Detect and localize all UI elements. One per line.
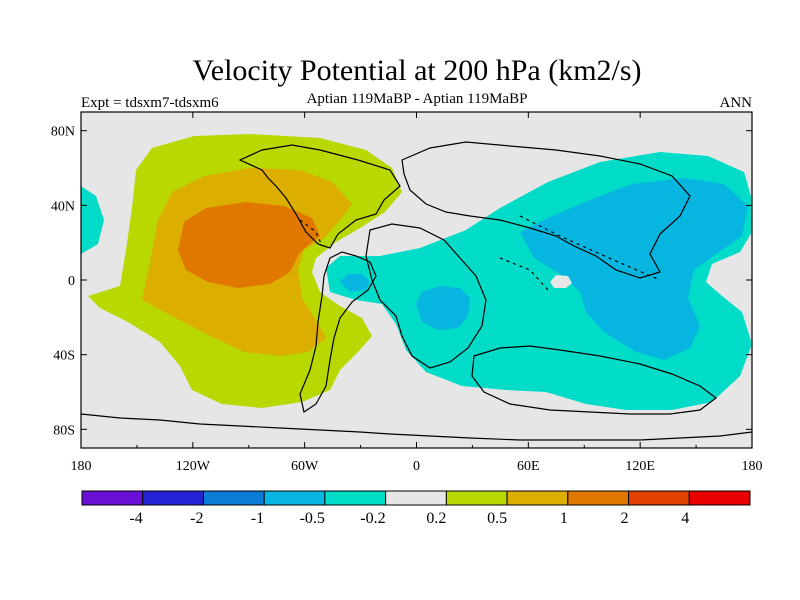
colorbar-box (506, 490, 569, 506)
colorbar-label: 4 (681, 510, 689, 527)
coastline-small-islands (299, 215, 661, 291)
colorbar-box (202, 490, 265, 506)
colorbar-label: 0.5 (487, 510, 507, 527)
x-tick-label: 120E (625, 459, 655, 474)
contour-region-west-pacific-core (520, 178, 748, 360)
colorbar-box (567, 490, 630, 506)
contour-region-atlantic-small-core (340, 274, 370, 292)
coastline-antarctica-west (81, 413, 752, 441)
y-tick-label: 80N (51, 125, 75, 140)
coastline-australia-antarctica (471, 345, 717, 415)
x-tick-label: 60E (517, 459, 540, 474)
x-axis: 180 120W 60W 0 60E 120E 180 (71, 112, 763, 474)
colorbar-box (263, 490, 326, 506)
contour-region-west-pacific-hole (550, 275, 572, 288)
y-tick-label: 40N (51, 199, 75, 214)
contour-region-africa-core (416, 286, 470, 330)
colorbar-box (81, 490, 144, 506)
coastline-south-america (299, 251, 377, 413)
colorbar-box (688, 490, 751, 506)
contour-region-east-pacific-core (178, 202, 320, 288)
colorbar-box (445, 490, 508, 506)
colorbar-box (324, 490, 387, 506)
colorbar-label: -0.2 (360, 510, 385, 527)
coastline-africa (365, 223, 487, 369)
right-label: ANN (720, 95, 753, 111)
chart-title: Velocity Potential at 200 hPa (km2/s) (192, 54, 641, 87)
colorbar: -4 -2 -1 -0.5 -0.2 0.2 0.5 1 2 4 (81, 490, 751, 527)
colorbar-label: 2 (621, 510, 629, 527)
colorbar-label: -0.5 (300, 510, 325, 527)
colorbar-box (628, 490, 690, 506)
contour-region-edge-low (81, 186, 104, 254)
colorbar-label: -1 (251, 510, 264, 527)
y-axis: 80N 40N 0 40S 80S (51, 125, 752, 438)
y-tick-label: 80S (53, 423, 75, 438)
colorbar-label: -4 (129, 510, 142, 527)
coastline-north-america (238, 144, 401, 249)
map-area (81, 112, 752, 448)
left-label: Expt = tdsxm7-tdsxm6 (81, 95, 219, 111)
colorbar-box (142, 490, 204, 506)
colorbar-label: 1 (560, 510, 568, 527)
x-tick-label: 0 (413, 459, 420, 474)
x-tick-label: 120W (176, 459, 211, 474)
coastline-eurasia (401, 141, 691, 279)
coastlines (81, 141, 752, 441)
colorbar-box (385, 490, 447, 506)
x-tick-label: 180 (71, 459, 92, 474)
y-tick-label: 0 (68, 274, 75, 289)
colorbar-label: -2 (190, 510, 203, 527)
x-tick-label: 180 (742, 459, 763, 474)
colorbar-label: 0.2 (426, 510, 446, 527)
x-tick-label: 60W (291, 459, 319, 474)
y-tick-label: 40S (53, 349, 75, 364)
center-label: Aptian 119MaBP - Aptian 119MaBP (307, 91, 528, 107)
